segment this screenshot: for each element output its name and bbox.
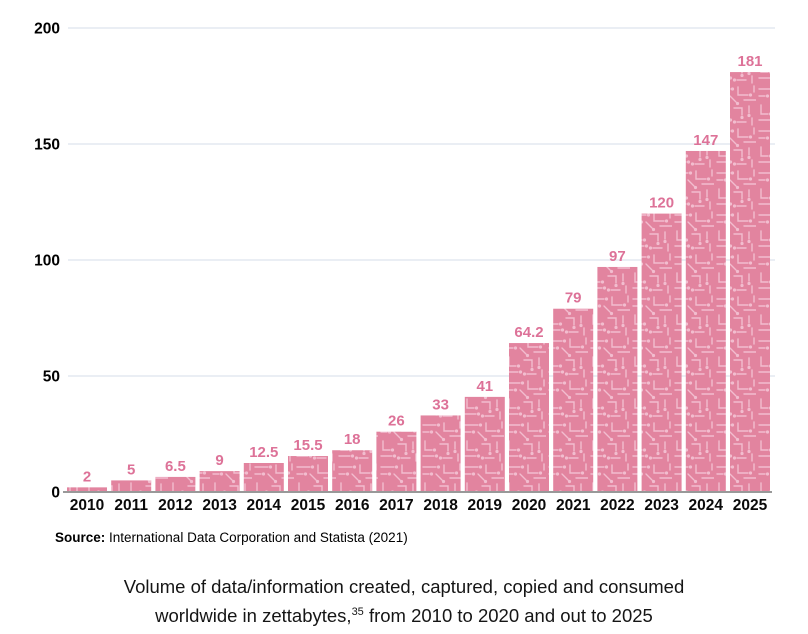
source-text: International Data Corporation and Stati… [105,530,408,545]
value-label-2017: 26 [388,413,405,430]
source-prefix: Source: [55,530,106,545]
bar-2021 [553,308,594,492]
x-tick-2025: 2025 [733,497,768,514]
value-label-2015: 15.5 [293,437,322,454]
value-label-2024: 147 [693,132,718,149]
value-label-2014: 12.5 [249,444,278,461]
x-tick-2023: 2023 [644,497,679,514]
bar-2022 [597,266,638,492]
x-tick-2021: 2021 [556,497,591,514]
caption-line1: Volume of data/information created, capt… [123,576,685,597]
footnote-marker: 35 [351,605,364,618]
value-label-2016: 18 [344,431,361,448]
value-label-2023: 120 [649,195,674,212]
bar-2010 [67,487,107,492]
bars [67,72,770,492]
bar-2017 [376,431,417,492]
bar-2014 [243,463,284,492]
value-label-2022: 97 [609,248,626,265]
bar-2024 [685,150,726,492]
caption-line2: worldwide in zettabytes,35 from 2010 to … [155,605,653,626]
bar-2012 [155,476,196,492]
y-tick-0: 0 [51,485,60,502]
y-tick-150: 150 [34,137,60,154]
value-label-2011: 5 [127,461,135,478]
bar-2011 [111,480,152,492]
x-tick-2019: 2019 [468,497,503,514]
axis-labels: 0 50 100 150 200 2 2010 5 2011 6.5 2012 9 2013 12.5 20… [34,21,772,514]
y-tick-50: 50 [43,369,60,386]
bar-2023 [641,213,682,492]
bar-2013 [199,471,240,492]
x-tick-2024: 2024 [689,497,724,514]
bar-chart: 0 50 100 150 200 2 2010 5 2011 6.5 2012 9 2013 12.5 20… [34,21,775,514]
x-tick-2017: 2017 [379,497,413,514]
value-label-2010: 2 [83,468,91,485]
x-tick-2012: 2012 [158,497,192,514]
value-label-2013: 9 [215,452,223,469]
x-tick-2015: 2015 [291,497,326,514]
value-label-2019: 41 [476,378,493,395]
x-tick-2016: 2016 [335,497,370,514]
x-tick-2020: 2020 [512,497,546,514]
value-label-2020: 64.2 [514,324,543,341]
x-tick-2010: 2010 [70,497,104,514]
x-tick-2014: 2014 [247,497,282,514]
value-label-2025: 181 [737,53,762,70]
bar-2016 [332,450,373,492]
source-note: Source: International Data Corporation a… [55,530,408,545]
bar-2025 [730,72,770,492]
bar-2015 [288,456,328,492]
x-tick-2013: 2013 [202,497,237,514]
value-label-2012: 6.5 [165,458,186,475]
x-tick-2018: 2018 [423,497,458,514]
bar-2019 [464,396,505,492]
bar-2018 [420,415,461,492]
figure-caption: Volume of data/information created, capt… [0,572,808,630]
bar-2020 [509,343,549,492]
y-tick-100: 100 [34,253,60,270]
value-label-2018: 33 [432,396,449,413]
x-tick-2022: 2022 [600,497,634,514]
x-tick-2011: 2011 [114,497,148,514]
y-tick-200: 200 [34,21,60,38]
value-label-2021: 79 [565,290,582,307]
